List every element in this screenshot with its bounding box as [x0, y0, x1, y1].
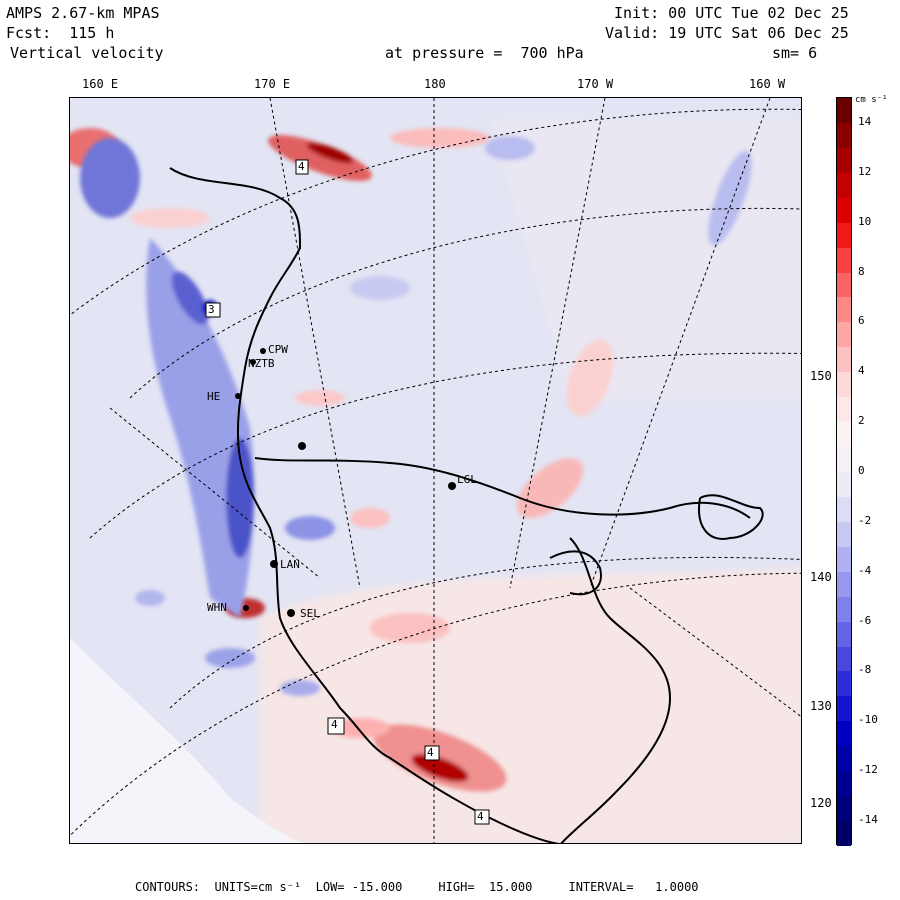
downward-motion-areas [80, 136, 752, 696]
map-panel [69, 97, 802, 844]
model-title: AMPS 2.67-km MPAS [6, 4, 160, 22]
upward-motion-areas [70, 128, 614, 792]
colorbar-segment [837, 272, 851, 298]
colorbar-units: cm s⁻¹ [855, 95, 888, 105]
colorbar-segment [837, 297, 851, 323]
colorbar-segment [837, 771, 851, 797]
station-label: CPW [268, 343, 288, 356]
colorbar-segment [837, 372, 851, 398]
colorbar-segment [837, 147, 851, 174]
colorbar-segment [837, 122, 851, 149]
colorbar-tick-label: 14 [858, 114, 872, 128]
colorbar-segment [837, 98, 851, 124]
box-label: 4 [477, 810, 484, 823]
valid-time: Valid: 19 UTC Sat 06 Dec 25 [605, 24, 849, 42]
station-label: NZTB [248, 357, 275, 370]
station-markers [235, 348, 456, 617]
colorbar-tick-label: -4 [858, 563, 872, 577]
colorbar-segment [837, 322, 851, 348]
lon-label: 180 [424, 77, 446, 91]
lon-label: 160 W [749, 77, 786, 91]
lon-label: 170 W [577, 77, 614, 91]
box-label: 4 [331, 718, 338, 731]
box-label: 3 [208, 303, 215, 316]
colorbar-segment [837, 671, 851, 697]
colorbar-tick-label: 8 [858, 264, 865, 278]
colorbar-segment [837, 721, 851, 747]
lon-label: 170 E [254, 77, 291, 91]
colorbar-tick-label: 4 [858, 364, 865, 378]
station-label: WHN [207, 601, 227, 614]
colorbar-tick-label: -12 [858, 763, 878, 777]
colorbar-segment [837, 197, 851, 224]
colorbar-tick-label: -14 [858, 813, 878, 827]
colorbar-segment [837, 347, 851, 373]
colorbar-tick-label: -10 [858, 713, 878, 727]
colorbar-segment [837, 422, 851, 448]
colorbar-tick-label: 2 [858, 414, 865, 428]
colorbar-tick-label: 6 [858, 314, 865, 328]
colorbar-tick-label: 10 [858, 214, 872, 228]
box-markers [205, 159, 490, 825]
coastline [169, 167, 764, 843]
colorbar-segment [837, 646, 851, 672]
box-label: 4 [298, 160, 305, 173]
lon-label: 160 E [82, 77, 119, 91]
colorbar-segment [837, 247, 851, 274]
colorbar-segment [837, 222, 851, 249]
colorbar-segment [837, 696, 851, 722]
station-label: HE [207, 390, 221, 403]
station-label: LGL [457, 473, 477, 486]
init-time: Init: 00 UTC Tue 02 Dec 25 [614, 4, 849, 22]
field-name: Vertical velocity [10, 44, 164, 62]
colorbar-tick-label: -6 [858, 613, 872, 627]
station-label: SEL [300, 607, 320, 620]
colorbar-segment [837, 472, 851, 498]
pressure-level: at pressure = 700 hPa [385, 44, 584, 62]
smoothing-label: sm= 6 [772, 44, 818, 62]
colorbar-segment [837, 571, 851, 598]
forecast-hour: Fcst: 115 h [6, 24, 115, 42]
colorbar [836, 97, 852, 847]
colorbar-segment [837, 172, 851, 199]
colorbar-segment [837, 621, 851, 648]
colorbar-tick-label: -2 [858, 513, 872, 527]
colorbar-segment [837, 821, 851, 847]
colorbar-segment [837, 521, 851, 548]
colorbar-segment [837, 746, 851, 772]
station-label: LAN [280, 558, 300, 571]
graticule [70, 98, 801, 843]
vertical-velocity-map [70, 98, 801, 843]
colorbar-segment [837, 447, 851, 473]
contour-info: CONTOURS: UNITS=cm s⁻¹ LOW= -15.000 HIGH… [135, 880, 699, 894]
colorbar-segment [837, 546, 851, 573]
colorbar-segment [837, 496, 851, 523]
colorbar-tick-label: -8 [858, 663, 872, 677]
colorbar-segment [837, 596, 851, 623]
box-label: 4 [427, 746, 434, 759]
colorbar-segment [837, 397, 851, 423]
colorbar-tick-label: 12 [858, 164, 872, 178]
colorbar-segment [837, 796, 851, 822]
colorbar-tick-label: 0 [858, 464, 865, 477]
